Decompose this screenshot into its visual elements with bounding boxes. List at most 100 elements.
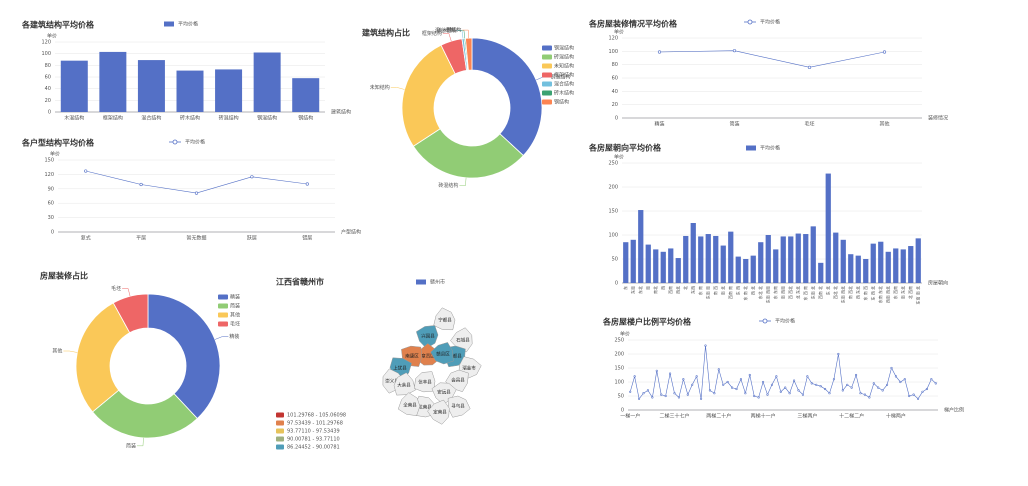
x-tick-label: 南 东北 xyxy=(899,286,905,299)
x-tick-label: 北 西南 xyxy=(907,286,913,299)
visual-map-label: 93.77110 - 97.53439 xyxy=(287,429,340,435)
point xyxy=(722,383,725,386)
legend-swatch xyxy=(542,63,552,69)
x-tick-label: 平层 xyxy=(136,236,146,242)
y-tick-label: 20 xyxy=(612,102,618,108)
y-axis-name: 单价 xyxy=(620,331,630,338)
y-tick-label: 250 xyxy=(608,161,618,167)
y-tick-label: 250 xyxy=(614,338,624,344)
bar xyxy=(292,78,320,112)
x-tick-label: 东南 西北 xyxy=(839,286,845,303)
slice xyxy=(471,37,543,157)
legend-swatch xyxy=(164,21,174,27)
slice xyxy=(112,293,149,334)
legend-label: 砖混结构 xyxy=(554,54,574,61)
x-tick-label: 东 西 北 xyxy=(869,286,875,301)
x-axis-name: 梯户比例 xyxy=(944,407,964,414)
y-tick-label: 120 xyxy=(44,172,54,178)
x-tick-label: 砖混结构 xyxy=(219,115,239,122)
x-tick-label: 框架结构 xyxy=(103,115,123,122)
x-tick-label: 东南 南 北 xyxy=(914,286,920,305)
legend-label: 平均价格 xyxy=(178,21,198,28)
legend-swatch xyxy=(542,90,552,96)
x-tick-label: 北 东北 xyxy=(794,286,800,299)
point xyxy=(748,373,751,377)
bar xyxy=(638,210,644,283)
region-label: 宁都县 xyxy=(438,317,452,324)
bar xyxy=(855,255,861,283)
y-tick-label: 100 xyxy=(41,51,51,57)
x-axis-name: 户型结构 xyxy=(341,229,361,236)
x-tick-label: 东 西南 xyxy=(892,286,898,299)
point xyxy=(732,49,737,53)
label-line xyxy=(122,288,131,297)
slice xyxy=(464,37,473,71)
x-tick-label: 西南 xyxy=(667,286,673,294)
point xyxy=(797,389,800,392)
point xyxy=(934,382,937,385)
bar xyxy=(885,251,891,283)
y-tick-label: 200 xyxy=(614,352,624,358)
slice xyxy=(401,44,456,147)
point xyxy=(859,392,862,395)
bar xyxy=(908,246,914,283)
slice-label: 简装 xyxy=(126,442,136,449)
y-tick-label: 40 xyxy=(45,86,51,92)
bar xyxy=(915,238,921,283)
point xyxy=(305,182,309,186)
x-tick-label: 东 南 xyxy=(697,286,703,295)
bar xyxy=(795,233,801,283)
y-axis-name: 单价 xyxy=(614,29,624,36)
x-tick-label: 钢混结构 xyxy=(257,115,277,122)
point xyxy=(704,344,707,347)
bar xyxy=(137,60,165,112)
region xyxy=(393,372,416,396)
label-line xyxy=(63,350,78,353)
point xyxy=(753,394,756,398)
y-tick-label: 150 xyxy=(44,158,54,164)
x-tick-label: 南北 xyxy=(652,286,658,294)
y-tick-label: 100 xyxy=(608,49,618,55)
legend-swatch xyxy=(172,139,178,145)
point xyxy=(633,375,636,378)
bar xyxy=(870,243,876,283)
point xyxy=(660,393,663,396)
legend-swatch xyxy=(762,318,768,324)
point xyxy=(930,378,933,381)
point xyxy=(717,368,720,371)
point xyxy=(899,380,902,384)
point xyxy=(686,393,689,396)
y-tick-label: 80 xyxy=(612,62,618,68)
slice-label: 钢结构 xyxy=(446,27,461,34)
x-tick-label: 木混结构 xyxy=(64,115,84,122)
point xyxy=(788,392,791,395)
point xyxy=(868,396,871,399)
x-tick-label: 西 xyxy=(660,286,665,290)
point xyxy=(726,380,729,384)
chart-title: 各户型结构平均价格 xyxy=(21,138,95,148)
legend-label: 平均价格 xyxy=(185,139,205,146)
bar xyxy=(176,70,204,112)
visual-map-swatch xyxy=(276,428,284,434)
legend-label: 钢结构 xyxy=(554,99,569,106)
point xyxy=(850,386,853,389)
point xyxy=(916,397,920,400)
point xyxy=(691,383,694,386)
point xyxy=(673,392,676,395)
legend-swatch xyxy=(416,279,426,285)
x-tick-label: 两梯十一户 xyxy=(751,413,776,420)
x-tick-label: 二梯三十七户 xyxy=(659,413,689,420)
label-line xyxy=(462,29,469,39)
bar xyxy=(99,51,127,112)
x-tick-label: 东南 南 xyxy=(704,286,710,299)
y-tick-label: 20 xyxy=(45,98,51,104)
point xyxy=(84,169,88,173)
bar xyxy=(735,256,741,283)
region-label: 上犹县 xyxy=(393,365,407,372)
bar xyxy=(878,241,884,283)
chart-title: 江西省赣州市 xyxy=(276,277,324,287)
legend-swatch xyxy=(542,99,552,105)
legend-label: 框架结构 xyxy=(554,72,574,79)
bar xyxy=(645,244,651,283)
x-tick-label: 南 西南 xyxy=(779,286,785,299)
